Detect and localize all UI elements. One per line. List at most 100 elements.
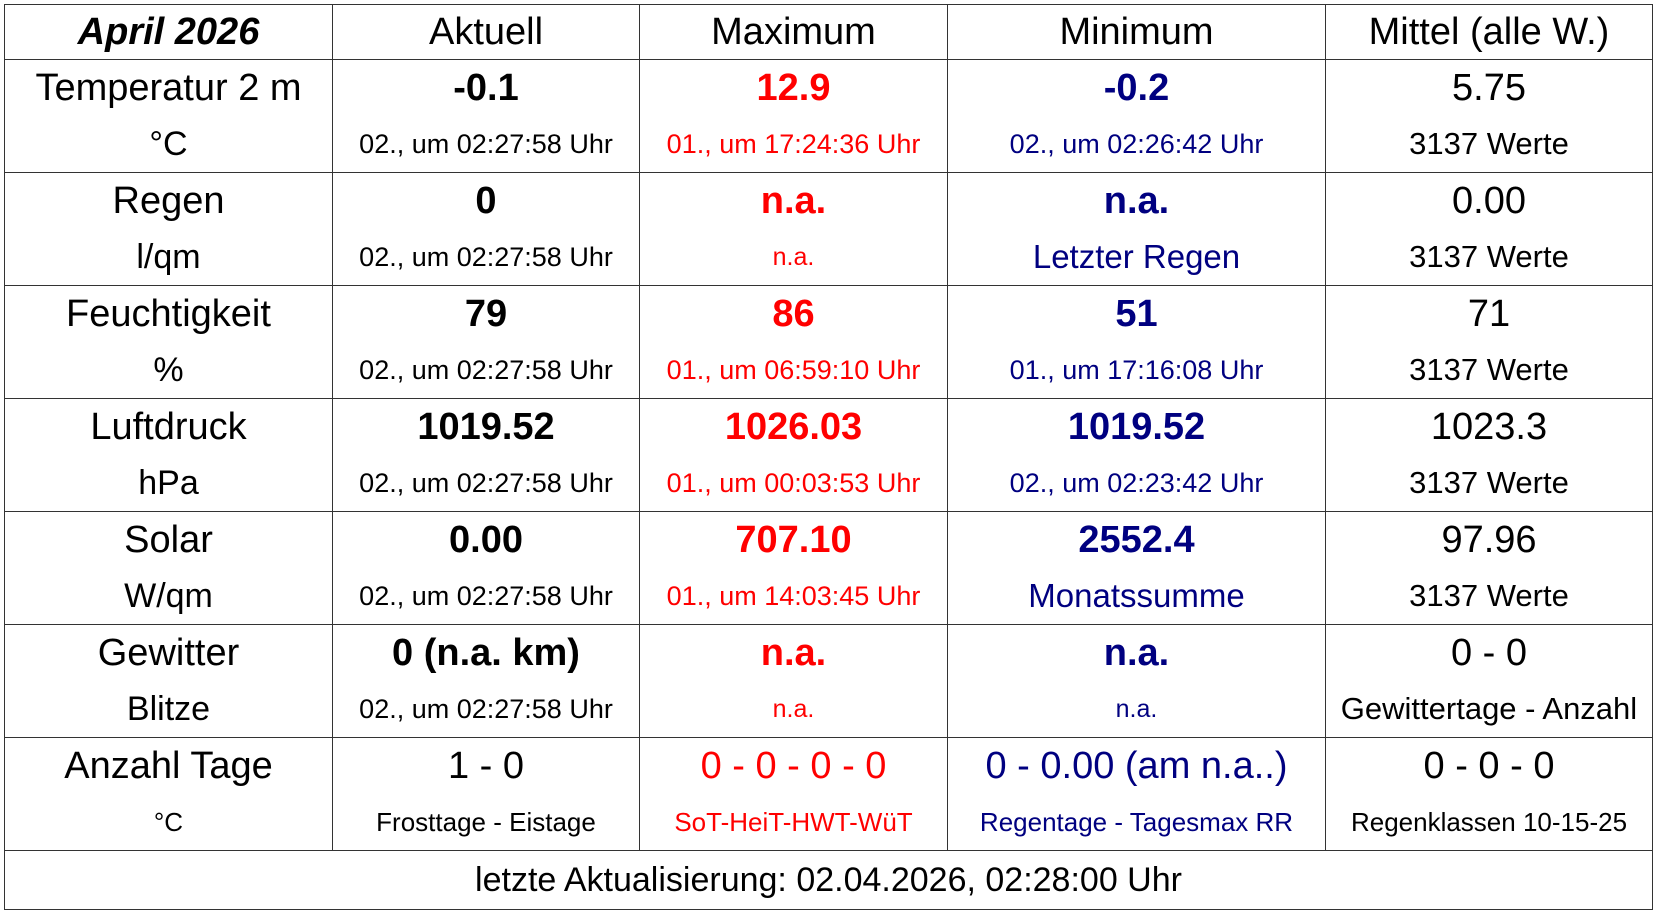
cell-value: 2552.4 xyxy=(1078,519,1195,561)
cell-value: -0.2 xyxy=(1103,67,1170,109)
value-cell: 0.00 02., um 02:27:58 Uhr xyxy=(332,511,640,625)
cell-note: 02., um 02:27:58 Uhr xyxy=(359,581,613,611)
row-unit: W/qm xyxy=(124,577,213,615)
value-cell: n.a. n.a. xyxy=(639,172,948,286)
value-cell: 0 - 0 - 0 - 0 SoT-HeiT-HWT-WüT xyxy=(639,737,948,851)
row-unit: % xyxy=(153,351,184,389)
value-cell: 79 02., um 02:27:58 Uhr xyxy=(332,285,640,399)
cell-note: Gewittertage - Anzahl xyxy=(1340,691,1638,726)
cell-note: Letzter Regen xyxy=(1032,238,1241,275)
value-cell: 0 - 0 Gewittertage - Anzahl xyxy=(1325,624,1653,738)
cell-value: n.a. xyxy=(760,180,827,222)
cell-value: 1023.3 xyxy=(1430,406,1548,448)
row-label-cell: Solar W/qm xyxy=(4,511,333,625)
column-header: Minimum xyxy=(947,4,1326,60)
value-cell: 5.75 3137 Werte xyxy=(1325,59,1653,173)
value-cell: 86 01., um 06:59:10 Uhr xyxy=(639,285,948,399)
header-row: April 2026 Aktuell Maximum Minimum Mittel (… xyxy=(4,4,1653,60)
row-label-cell: Anzahl Tage °C xyxy=(4,737,333,851)
cell-note: 01., um 17:24:36 Uhr xyxy=(666,129,921,159)
value-cell: 97.96 3137 Werte xyxy=(1325,511,1653,625)
value-cell: 1019.52 02., um 02:27:58 Uhr xyxy=(332,398,640,512)
cell-value: 0 - 0 xyxy=(1450,632,1528,674)
cell-note: Regenklassen 10-15-25 xyxy=(1350,807,1628,837)
cell-value: 0.00 xyxy=(449,519,523,561)
cell-note: 02., um 02:27:58 Uhr xyxy=(359,355,613,385)
footer: letzte Aktualisierung: 02.04.2026, 02:28… xyxy=(4,850,1653,910)
cell-value: 86 xyxy=(772,293,815,335)
value-cell: 707.10 01., um 14:03:45 Uhr xyxy=(639,511,948,625)
data-row: Regen l/qm 0 02., um 02:27:58 Uhr n.a. n.a. n.… xyxy=(4,172,1653,286)
column-header: Aktuell xyxy=(332,4,640,60)
cell-note: Monatssumme xyxy=(1028,577,1245,614)
cell-note: n.a. xyxy=(772,695,815,723)
cell-note: 3137 Werte xyxy=(1409,126,1569,161)
cell-note: Regentage - Tagesmax RR xyxy=(979,807,1294,837)
value-cell: 1023.3 3137 Werte xyxy=(1325,398,1653,512)
value-cell: 51 01., um 17:16:08 Uhr xyxy=(947,285,1326,399)
cell-value: 79 xyxy=(464,293,508,335)
value-cell: -0.1 02., um 02:27:58 Uhr xyxy=(332,59,640,173)
value-cell: 0 - 0.00 (am n.a..) Regentage - Tagesmax … xyxy=(947,737,1326,851)
value-cell: n.a. Letzter Regen xyxy=(947,172,1326,286)
weather-table: April 2026 Aktuell Maximum Minimum Mittel (… xyxy=(4,4,1653,910)
cell-value: 707.10 xyxy=(735,519,852,561)
value-cell: 1019.52 02., um 02:23:42 Uhr xyxy=(947,398,1326,512)
data-row: Gewitter Blitze 0 (n.a. km) 02., um 02:27:5… xyxy=(4,624,1653,738)
cell-value: 0 (n.a. km) xyxy=(392,632,580,674)
data-row: Feuchtigkeit% 79 02., um 02:27:58 Uhr 86 01.… xyxy=(4,285,1653,399)
cell-value: 0 - 0.00 (am n.a..) xyxy=(985,745,1288,787)
cell-value: n.a. xyxy=(760,632,827,674)
value-cell: -0.2 02., um 02:26:42 Uhr xyxy=(947,59,1326,173)
value-cell: 71 3137 Werte xyxy=(1325,285,1653,399)
row-label: Solar xyxy=(124,519,213,561)
cell-value: 5.75 xyxy=(1452,67,1526,109)
row-label-cell: Gewitter Blitze xyxy=(4,624,333,738)
data-row: Solar W/qm 0.00 02., um 02:27:58 Uhr 707.10 0… xyxy=(4,511,1653,625)
row-unit: °C xyxy=(153,807,184,837)
table-title: April 2026 xyxy=(4,4,333,60)
cell-note: 01., um 06:59:10 Uhr xyxy=(666,355,921,385)
cell-note: 01., um 00:03:53 Uhr xyxy=(666,468,921,498)
cell-value: 71 xyxy=(1467,293,1511,335)
cell-value: -0.1 xyxy=(453,67,519,109)
cell-value: 0 - 0 - 0 xyxy=(1423,745,1555,787)
cell-note: 3137 Werte xyxy=(1409,465,1569,500)
row-label-cell: Regen l/qm xyxy=(4,172,333,286)
row-label-cell: Luftdruck hPa xyxy=(4,398,333,512)
cell-note: 02., um 02:27:58 Uhr xyxy=(359,242,613,272)
row-unit: Blitze xyxy=(126,690,211,728)
column-header: Mittel (alle W.) xyxy=(1325,4,1653,60)
cell-value: 1019.52 xyxy=(1067,406,1206,448)
cell-value: n.a. xyxy=(1103,632,1170,674)
row-label: Regen xyxy=(112,180,225,222)
cell-value: 0 xyxy=(475,180,497,222)
cell-note: 3137 Werte xyxy=(1409,239,1569,274)
value-cell: 0.00 3137 Werte xyxy=(1325,172,1653,286)
row-label: Temperatur 2 m xyxy=(35,67,302,109)
cell-value: n.a. xyxy=(1103,180,1170,222)
cell-note: 01., um 14:03:45 Uhr xyxy=(666,581,921,611)
cell-value: 97.96 xyxy=(1441,519,1537,561)
cell-value: 1 - 0 xyxy=(447,745,525,787)
row-unit: hPa xyxy=(138,464,199,502)
column-header: Maximum xyxy=(639,4,948,60)
value-cell: 0 - 0 - 0 Regenklassen 10-15-25 xyxy=(1325,737,1653,851)
value-cell: 2552.4 Monatssumme xyxy=(947,511,1326,625)
cell-note: n.a. xyxy=(772,243,815,271)
row-label: Anzahl Tage xyxy=(64,745,273,787)
value-cell: 0 (n.a. km) 02., um 02:27:58 Uhr xyxy=(332,624,640,738)
cell-note: 02., um 02:23:42 Uhr xyxy=(1009,468,1264,498)
cell-value: 1026.03 xyxy=(724,406,863,448)
data-row: Temperatur 2 m °C -0.1 02., um 02:27:58 Uhr… xyxy=(4,59,1653,173)
cell-note: 3137 Werte xyxy=(1409,352,1569,387)
value-cell: 1 - 0 Frosttage - Eistage xyxy=(332,737,640,851)
cell-value: 1019.52 xyxy=(417,406,555,448)
data-row: Luftdruck hPa 1019.52 02., um 02:27:58 Uhr 1… xyxy=(4,398,1653,512)
table-body: April 2026 Aktuell Maximum Minimum Mittel (… xyxy=(4,4,1653,910)
cell-note: 02., um 02:27:58 Uhr xyxy=(359,694,613,724)
cell-note: SoT-HeiT-HWT-WüT xyxy=(674,807,913,837)
data-row: Anzahl Tage °C 1 - 0 Frosttage - Eistage 0 -… xyxy=(4,737,1653,851)
value-cell: 0 02., um 02:27:58 Uhr xyxy=(332,172,640,286)
